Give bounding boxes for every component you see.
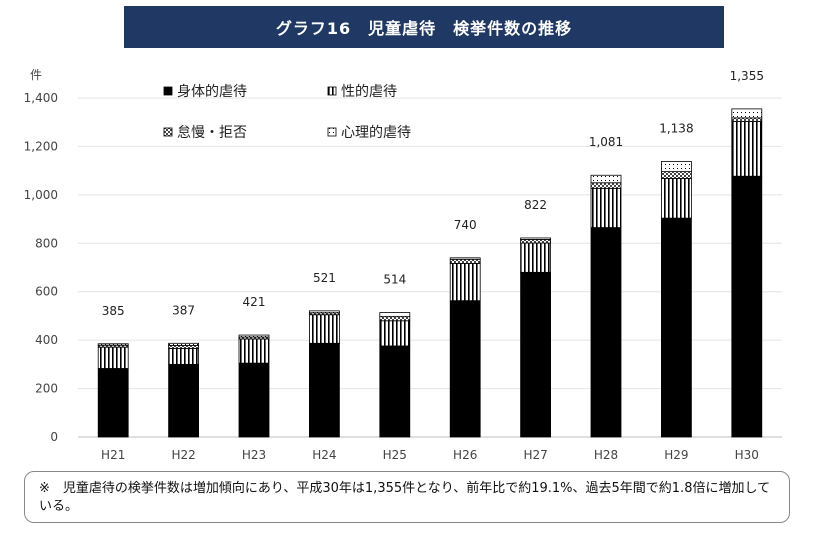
x-tick-label: H28 xyxy=(594,448,618,462)
bar-segment xyxy=(168,345,200,349)
total-label: 822 xyxy=(524,198,547,212)
legend-swatch xyxy=(327,86,337,96)
chart-title-banner: グラフ16 児童虐待 検挙件数の推移 xyxy=(124,6,724,48)
total-label: 1,081 xyxy=(589,135,623,149)
bar-segment xyxy=(168,342,200,346)
bar-segment xyxy=(661,217,692,438)
y-tick-label: 1,400 xyxy=(24,91,58,105)
bar-segment xyxy=(449,258,481,264)
legend-label: 身体的虐待 xyxy=(177,84,247,100)
bar-segment xyxy=(520,271,551,438)
bar-segment xyxy=(590,174,622,184)
x-tick-label: H22 xyxy=(171,448,195,462)
stacked-bar-chart: 0 200 400 600 800 1,000 1,200 1,400 件 385 387 421 5… xyxy=(24,68,782,462)
y-tick-label: 0 xyxy=(50,430,58,444)
bar-segment xyxy=(520,242,551,273)
chart-title: グラフ16 児童虐待 検挙件数の推移 xyxy=(275,19,573,38)
data-labels: 385 387 421 521 514 740 822 1,081 1,138 1,355 xyxy=(102,69,764,318)
total-label: 740 xyxy=(454,218,477,232)
y-axis-label: 件 xyxy=(30,68,42,82)
footnote-box: ※ 児童虐待の検挙件数は増加傾向にあり、平成30年は1,355件となり、前年比で… xyxy=(24,471,790,523)
bar-segment xyxy=(731,121,763,177)
legend-swatch xyxy=(163,127,173,137)
bar-segment xyxy=(449,257,481,260)
x-axis: H21 H22 H23 H24 H25 H26 H27 H28 H29 H30 xyxy=(101,448,759,462)
x-tick-label: H26 xyxy=(453,448,477,462)
bar-segment xyxy=(238,334,270,338)
total-label: 1,355 xyxy=(730,69,764,83)
legend-swatch xyxy=(163,86,173,96)
total-label: 387 xyxy=(172,303,195,317)
bar-segment xyxy=(731,117,763,122)
bar-segment xyxy=(731,175,763,438)
x-tick-label: H27 xyxy=(523,448,547,462)
x-tick-label: H23 xyxy=(242,448,266,462)
bar-segment xyxy=(661,171,692,179)
y-axis: 0 200 400 600 800 1,000 1,200 1,400 件 xyxy=(24,68,58,444)
bar-segment xyxy=(308,342,340,438)
x-tick-label: H21 xyxy=(101,448,125,462)
total-label: 385 xyxy=(102,304,125,318)
bar-segment xyxy=(379,345,411,438)
bar-segment xyxy=(661,161,692,173)
y-tick-label: 1,000 xyxy=(24,188,58,202)
legend-label: 心理的虐待 xyxy=(341,125,411,141)
bar-segment xyxy=(590,187,622,228)
footnote-text: ※ 児童虐待の検挙件数は増加傾向にあり、平成30年は1,355件となり、前年比で… xyxy=(39,481,771,514)
total-label: 521 xyxy=(313,271,336,285)
bar-segment xyxy=(590,227,622,438)
bar-segment xyxy=(379,312,411,318)
bars xyxy=(97,108,763,438)
total-label: 1,138 xyxy=(659,121,693,135)
bar-segment xyxy=(520,237,551,240)
bar-segment xyxy=(168,363,200,438)
x-tick-label: H29 xyxy=(664,448,688,462)
bar-segment xyxy=(449,300,481,438)
bar-segment xyxy=(379,316,411,322)
legend-label: 性的虐待 xyxy=(341,84,397,100)
bar-segment xyxy=(449,262,481,302)
legend-swatch xyxy=(327,127,337,137)
bar-segment xyxy=(97,368,129,438)
bar-segment xyxy=(590,182,622,189)
bar-segment xyxy=(238,338,270,364)
bar-segment xyxy=(379,320,411,347)
bar-segment xyxy=(661,177,692,219)
y-tick-label: 1,200 xyxy=(24,139,58,153)
total-label: 514 xyxy=(383,273,406,287)
bar-segment xyxy=(308,314,340,344)
bar-segment xyxy=(97,346,129,369)
bar-segment xyxy=(731,108,763,119)
y-tick-label: 400 xyxy=(35,333,58,347)
bar-segment xyxy=(168,347,200,365)
x-tick-label: H30 xyxy=(735,448,759,462)
x-tick-label: H24 xyxy=(312,448,336,462)
bar-segment xyxy=(238,362,270,438)
y-tick-label: 200 xyxy=(35,382,58,396)
bar-segment xyxy=(520,239,551,244)
bar-segment xyxy=(308,310,340,314)
total-label: 421 xyxy=(243,295,266,309)
bar-segment xyxy=(97,343,129,346)
y-tick-label: 600 xyxy=(35,285,58,299)
legend-label: 怠慢・拒否 xyxy=(177,124,247,141)
x-tick-label: H25 xyxy=(383,448,407,462)
y-tick-label: 800 xyxy=(35,236,58,250)
